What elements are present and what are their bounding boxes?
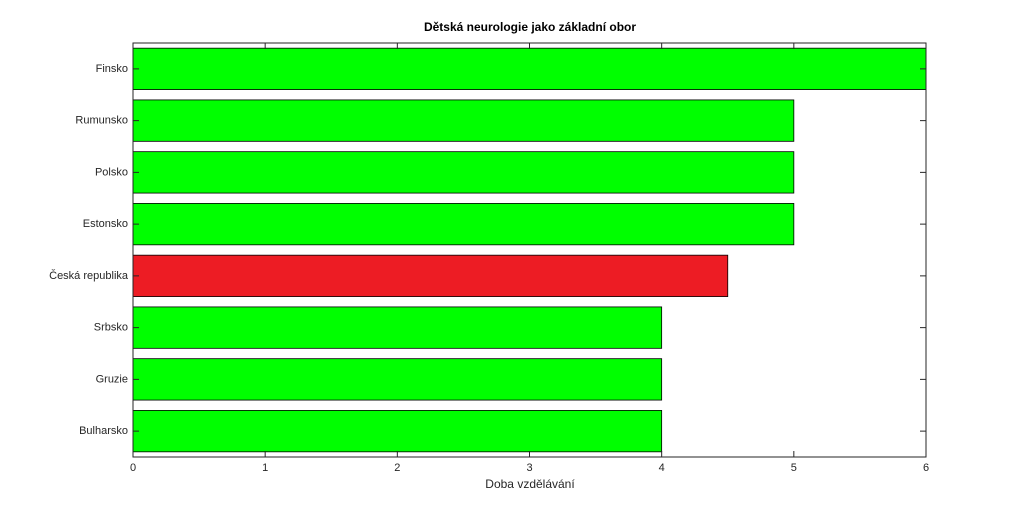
y-tick-label: Gruzie: [96, 373, 128, 385]
bar: [132, 306, 663, 349]
x-tick-label: 2: [394, 462, 400, 474]
x-tick-label: 6: [923, 462, 929, 474]
bar: [132, 203, 795, 246]
x-tick-label: 0: [130, 462, 136, 474]
x-axis-label: Doba vzdělávání: [485, 477, 575, 491]
bar: [132, 254, 729, 297]
y-tick-label: Srbsko: [94, 322, 128, 334]
y-tick-label: Finsko: [96, 63, 128, 75]
bar: [132, 99, 795, 142]
y-tick-label: Estonsko: [83, 218, 128, 230]
bar: [132, 410, 663, 453]
y-tick-label: Česká republika: [49, 269, 129, 282]
x-tick-label: 1: [262, 462, 268, 474]
x-tick-label: 4: [659, 462, 665, 474]
y-tick-label: Bulharsko: [79, 425, 128, 437]
y-tick-label: Polsko: [95, 166, 128, 178]
x-tick-label: 3: [526, 462, 532, 474]
y-tick-label: Rumunsko: [75, 115, 128, 127]
bar: [132, 358, 663, 401]
chart-title: Dětská neurologie jako základní obor: [424, 20, 636, 34]
x-tick-label: 5: [791, 462, 797, 474]
bar: [132, 47, 927, 90]
bar: [132, 151, 795, 194]
